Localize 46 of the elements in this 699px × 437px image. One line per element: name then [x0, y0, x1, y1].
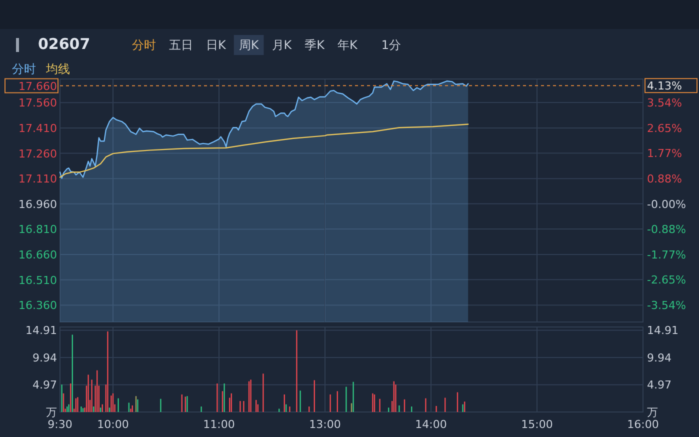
y2-tick-label: 1.77%: [647, 147, 682, 160]
y2-tick-label: -0.88%: [647, 222, 686, 236]
x-tick-label: 15:00: [521, 418, 553, 431]
y2-tick-label: 2.65%: [647, 122, 682, 135]
y2-tick-label: 4.97: [647, 378, 672, 392]
y-tick-label: 16.510: [18, 274, 57, 287]
y2-tick-label: -2.65%: [647, 274, 686, 287]
y-tick-label: 14.91: [26, 324, 57, 338]
y-tick-label: 16.660: [18, 248, 57, 262]
y-tick-label: 17.560: [18, 96, 57, 110]
text: 年K: [338, 38, 358, 52]
text: 月K: [272, 38, 293, 52]
text: 周K: [238, 38, 260, 52]
ref-line-label: 4.13%: [647, 80, 682, 93]
x-tick-label: 9:30: [48, 418, 72, 431]
y-tick-label: 9.94: [32, 351, 57, 364]
x-tick-label: 10:00: [97, 418, 129, 431]
y2-tick-label: -3.54%: [647, 299, 686, 312]
text: 均线: [45, 62, 70, 76]
y2-tick-label: -1.77%: [647, 248, 686, 262]
text: 日K: [206, 38, 227, 52]
y-tick-label: 万: [46, 406, 57, 419]
y2-tick-label: -0.00%: [647, 198, 686, 211]
y2-tick-label: 0.88%: [647, 172, 682, 186]
y-tick-label: 16.360: [18, 299, 57, 312]
y-tick-label: 17.260: [18, 147, 57, 160]
y2-tick-label: 14.91: [647, 324, 678, 338]
ref-line-label: 17.660: [18, 80, 57, 93]
x-tick-label: 13:00: [309, 418, 341, 431]
text: 五日: [169, 38, 193, 52]
y-tick-label: 16.810: [18, 223, 57, 236]
x-tick-label: 16:00: [627, 418, 659, 431]
y-tick-label: 17.410: [18, 122, 57, 135]
text: 分时: [12, 62, 36, 76]
y2-tick-label: 3.54%: [647, 96, 682, 110]
text: 季K: [304, 38, 326, 52]
y-tick-label: 16.960: [18, 198, 57, 211]
y2-tick-label: 万: [647, 406, 658, 419]
text: 分时: [132, 38, 156, 52]
x-tick-label: 14:00: [415, 418, 447, 431]
text: 1分: [381, 38, 402, 52]
y2-tick-label: 9.94: [647, 351, 672, 364]
x-tick-label: 11:00: [203, 418, 235, 431]
chart-title: 02607: [38, 35, 90, 53]
y-tick-label: 4.97: [32, 378, 57, 392]
y-tick-label: 17.110: [18, 172, 57, 186]
